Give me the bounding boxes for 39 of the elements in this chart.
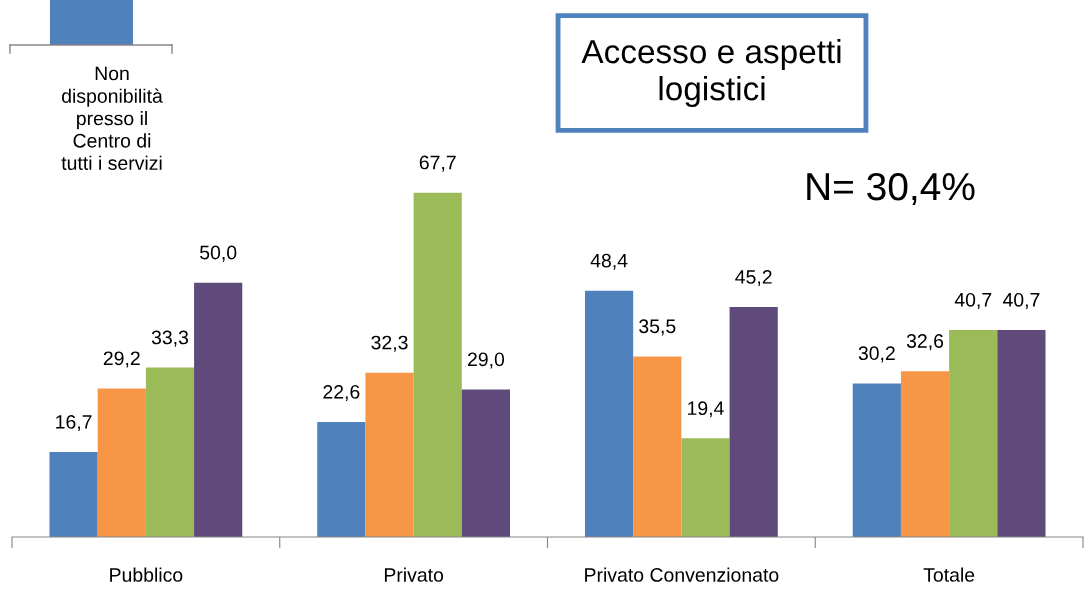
bar xyxy=(949,329,998,537)
data-label: 29,2 xyxy=(103,351,140,368)
x-tick-label: Privato Convenzionato xyxy=(585,567,779,582)
x-tick-label: Privato xyxy=(384,567,444,582)
x-tick-label: Pubblico xyxy=(110,567,183,582)
annotation: N= 30,4% xyxy=(807,172,975,206)
bar xyxy=(681,438,730,537)
bar xyxy=(852,383,901,537)
bar xyxy=(997,329,1046,537)
data-label: 22,6 xyxy=(323,384,360,402)
chart-title: Accesso e aspetti logistici xyxy=(581,38,841,108)
bar xyxy=(584,290,634,537)
data-label: 48,4 xyxy=(590,253,628,270)
bar xyxy=(413,192,462,537)
bar xyxy=(317,422,366,537)
bar xyxy=(633,356,682,537)
text: Non disponibilità presso il Centro di tutti i servizi xyxy=(61,66,163,170)
data-label: 35,5 xyxy=(639,319,676,336)
data-label: 29,0 xyxy=(467,352,505,369)
bar xyxy=(145,367,195,537)
bar xyxy=(900,371,950,537)
bar xyxy=(97,388,146,537)
data-label: 32,6 xyxy=(906,334,944,351)
data-label: 30,2 xyxy=(858,346,895,363)
bar xyxy=(461,389,511,537)
data-label: 45,2 xyxy=(735,270,772,287)
data-label: 50,0 xyxy=(200,245,237,262)
data-label: 16,7 xyxy=(56,415,92,432)
bar xyxy=(729,307,778,537)
data-label: 19,4 xyxy=(688,401,724,418)
data-label: 67,7 xyxy=(419,155,456,172)
bar xyxy=(194,282,243,537)
data-label: 32,3 xyxy=(371,335,408,352)
x-tick-label: Totale xyxy=(923,567,975,582)
data-label: 33,3 xyxy=(151,330,189,347)
data-label: 40,7 xyxy=(954,292,992,309)
bar xyxy=(49,452,98,537)
data-label: 40,7 xyxy=(1002,292,1040,309)
bar xyxy=(365,372,414,537)
